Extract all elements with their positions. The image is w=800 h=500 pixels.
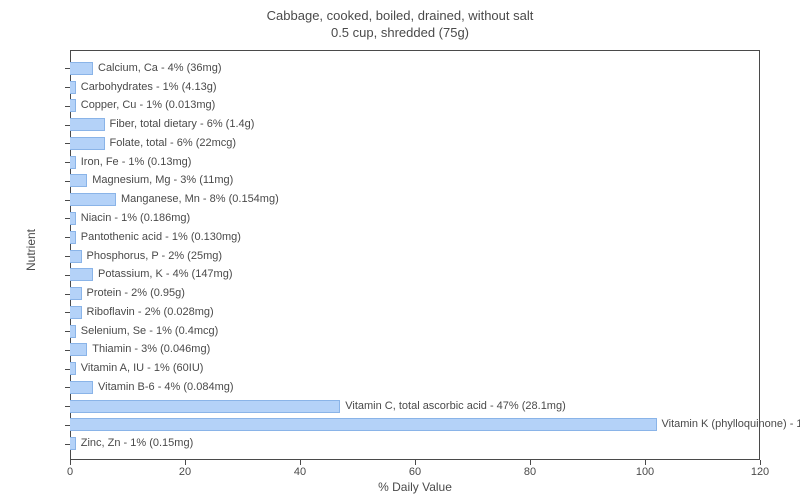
x-tick-label: 40 bbox=[294, 466, 306, 478]
nutrient-bar-label: Zinc, Zn - 1% (0.15mg) bbox=[81, 437, 193, 450]
nutrient-bar bbox=[70, 381, 93, 394]
nutrient-bar-label: Magnesium, Mg - 3% (11mg) bbox=[92, 174, 233, 187]
x-tick-label: 120 bbox=[751, 466, 769, 478]
nutrient-bar-label: Selenium, Se - 1% (0.4mcg) bbox=[81, 325, 219, 338]
nutrient-bar bbox=[70, 418, 657, 431]
nutrient-bar bbox=[70, 81, 76, 94]
nutrient-bar-label: Phosphorus, P - 2% (25mg) bbox=[87, 250, 223, 263]
nutrient-bar bbox=[70, 343, 87, 356]
nutrient-bar bbox=[70, 231, 76, 244]
nutrient-bar bbox=[70, 62, 93, 75]
nutrient-bar-label: Pantothenic acid - 1% (0.130mg) bbox=[81, 231, 241, 244]
x-tick bbox=[415, 460, 416, 465]
nutrient-bar-label: Vitamin B-6 - 4% (0.084mg) bbox=[98, 381, 234, 394]
nutrient-chart: Cabbage, cooked, boiled, drained, withou… bbox=[0, 0, 800, 500]
nutrient-bar-label: Folate, total - 6% (22mcg) bbox=[110, 137, 237, 150]
nutrient-bar bbox=[70, 362, 76, 375]
nutrient-bar bbox=[70, 118, 105, 131]
nutrient-bar bbox=[70, 99, 76, 112]
x-tick bbox=[645, 460, 646, 465]
nutrient-bar bbox=[70, 306, 82, 319]
nutrient-bar bbox=[70, 250, 82, 263]
x-tick bbox=[530, 460, 531, 465]
x-tick bbox=[70, 460, 71, 465]
nutrient-bar-label: Vitamin C, total ascorbic acid - 47% (28… bbox=[345, 400, 566, 413]
x-tick-label: 60 bbox=[409, 466, 421, 478]
nutrient-bar bbox=[70, 437, 76, 450]
nutrient-bar-label: Vitamin K (phylloquinone) - 102% (81.5mc… bbox=[662, 418, 800, 431]
x-tick-label: 0 bbox=[67, 466, 73, 478]
nutrient-bar-label: Calcium, Ca - 4% (36mg) bbox=[98, 62, 221, 75]
nutrient-bar bbox=[70, 137, 105, 150]
nutrient-bar-label: Niacin - 1% (0.186mg) bbox=[81, 212, 190, 225]
nutrient-bar bbox=[70, 156, 76, 169]
nutrient-bar-label: Fiber, total dietary - 6% (1.4g) bbox=[110, 118, 255, 131]
nutrient-bar-label: Potassium, K - 4% (147mg) bbox=[98, 268, 233, 281]
x-axis-label: % Daily Value bbox=[70, 480, 760, 494]
nutrient-bar-label: Manganese, Mn - 8% (0.154mg) bbox=[121, 193, 279, 206]
x-tick-label: 80 bbox=[524, 466, 536, 478]
nutrient-bar bbox=[70, 193, 116, 206]
y-axis-label: Nutrient bbox=[24, 229, 38, 271]
x-tick bbox=[300, 460, 301, 465]
x-tick bbox=[185, 460, 186, 465]
nutrient-bar-label: Copper, Cu - 1% (0.013mg) bbox=[81, 99, 216, 112]
nutrient-bar-label: Riboflavin - 2% (0.028mg) bbox=[87, 306, 214, 319]
x-tick-label: 100 bbox=[636, 466, 654, 478]
nutrient-bar bbox=[70, 325, 76, 338]
nutrient-bar-label: Thiamin - 3% (0.046mg) bbox=[92, 343, 210, 356]
chart-title-line2: 0.5 cup, shredded (75g) bbox=[0, 25, 800, 42]
nutrient-bar bbox=[70, 400, 340, 413]
x-tick bbox=[760, 460, 761, 465]
x-tick-label: 20 bbox=[179, 466, 191, 478]
chart-title-line1: Cabbage, cooked, boiled, drained, withou… bbox=[0, 8, 800, 25]
nutrient-bar bbox=[70, 268, 93, 281]
nutrient-bar-label: Carbohydrates - 1% (4.13g) bbox=[81, 81, 217, 94]
nutrient-bar bbox=[70, 174, 87, 187]
nutrient-bar-label: Iron, Fe - 1% (0.13mg) bbox=[81, 156, 192, 169]
nutrient-bar-label: Protein - 2% (0.95g) bbox=[87, 287, 185, 300]
nutrient-bar bbox=[70, 287, 82, 300]
chart-title-block: Cabbage, cooked, boiled, drained, withou… bbox=[0, 8, 800, 42]
plot-area: Calcium, Ca - 4% (36mg) Carbohydrates - 1… bbox=[70, 50, 760, 460]
nutrient-bar bbox=[70, 212, 76, 225]
nutrient-bar-label: Vitamin A, IU - 1% (60IU) bbox=[81, 362, 204, 375]
